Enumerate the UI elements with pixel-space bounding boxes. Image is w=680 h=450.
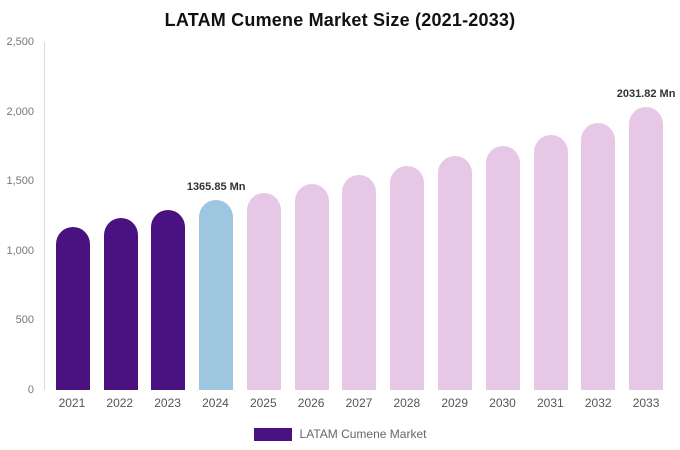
bar-2026[interactable] — [294, 183, 329, 390]
bar-column-2029 — [431, 42, 479, 390]
y-tick-label: 2,500 — [6, 36, 34, 48]
x-tick-label-2028: 2028 — [393, 396, 421, 410]
x-tick-label-2022: 2022 — [106, 396, 134, 410]
x-tick-label-2031: 2031 — [537, 396, 564, 410]
bar-column-2027 — [336, 42, 384, 390]
bar-2022[interactable] — [103, 218, 138, 390]
bar-column-2033: 2031.82 Mn — [617, 42, 675, 390]
y-tick-label: 2,000 — [6, 105, 34, 118]
x-tick-label-2026: 2026 — [297, 396, 325, 410]
bar-value-label: 2031.82 Mn — [616, 88, 676, 101]
x-tick-label-2023: 2023 — [154, 396, 181, 410]
legend[interactable]: LATAM Cumene Market — [0, 426, 680, 442]
bar-2029[interactable] — [438, 156, 472, 390]
bar-2030[interactable] — [485, 145, 520, 390]
bar-column-2025 — [240, 42, 288, 390]
y-axis: 0 500 1,000 1,500 2,000 2,500 — [0, 36, 38, 396]
x-tick-label-2030: 2030 — [489, 396, 516, 410]
bar-2032[interactable] — [581, 122, 616, 390]
bar-column-2030 — [479, 42, 527, 390]
bar-2031[interactable] — [533, 134, 568, 390]
bar-2021[interactable] — [55, 227, 90, 390]
plot-area: 1365.85 Mn 2031.82 Mn — [44, 42, 675, 390]
chart-title: LATAM Cumene Market Size (2021-2033) — [164, 10, 516, 30]
bar-column-2024: 1365.85 Mn — [187, 42, 246, 390]
x-tick-label-2029: 2029 — [441, 396, 469, 410]
y-tick-label: 1,000 — [6, 244, 34, 257]
bar-2025[interactable] — [246, 193, 281, 390]
y-tick-label: 0 — [27, 384, 34, 396]
bar-column-2021 — [49, 42, 97, 390]
legend-swatch-icon — [253, 427, 292, 441]
bar-2033[interactable]: 2031.82 Mn — [617, 88, 675, 390]
x-tick-label-2033: 2033 — [632, 396, 660, 410]
bar-2027[interactable] — [342, 174, 377, 390]
bar-column-2031 — [527, 42, 575, 390]
bar-column-2026 — [288, 42, 336, 390]
x-tick-label-2021: 2021 — [58, 396, 86, 410]
x-tick-label-2027: 2027 — [345, 396, 373, 410]
bar-column-2032 — [574, 42, 622, 390]
bar-column-2028 — [383, 42, 431, 390]
y-tick-label: 1,500 — [6, 175, 34, 188]
bars-container: 1365.85 Mn 2031.82 Mn — [45, 42, 675, 390]
x-axis-labels: 2021 2022 2023 2024 2025 2026 2027 2028 2029 2030… — [44, 396, 674, 414]
bar-column-2022 — [97, 42, 145, 390]
bar-2023[interactable] — [151, 209, 186, 390]
x-tick-label-2032: 2032 — [584, 396, 612, 410]
legend-label: LATAM Cumene Market — [299, 427, 427, 441]
y-tick-label: 500 — [15, 314, 34, 327]
bar-value-label: 1365.85 Mn — [186, 180, 246, 193]
bar-column-2023 — [145, 42, 193, 390]
x-tick-label-2024: 2024 — [202, 396, 229, 410]
bar-2028[interactable] — [390, 165, 425, 390]
x-tick-label-2025: 2025 — [249, 396, 277, 410]
bar-2024[interactable]: 1365.85 Mn — [187, 181, 246, 390]
